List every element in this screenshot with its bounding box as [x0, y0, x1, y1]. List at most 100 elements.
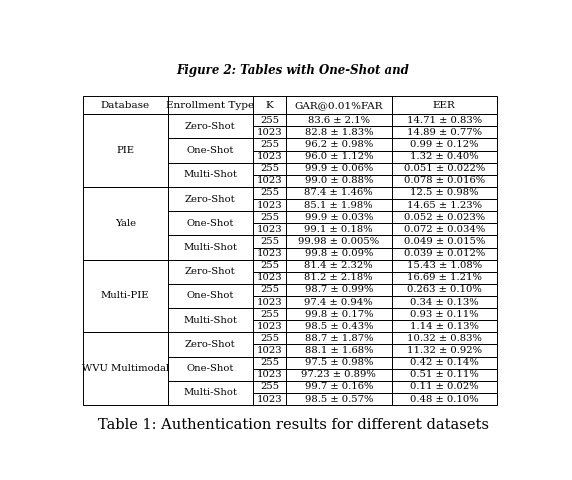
Bar: [253, 151, 286, 163]
Bar: [82, 96, 168, 114]
Bar: [286, 187, 392, 199]
Bar: [392, 357, 497, 369]
Bar: [392, 223, 497, 235]
Text: 10.32 ± 0.83%: 10.32 ± 0.83%: [407, 334, 482, 343]
Bar: [286, 320, 392, 332]
Bar: [253, 187, 286, 199]
Text: 1023: 1023: [257, 201, 282, 210]
Text: 255: 255: [260, 237, 279, 246]
Bar: [286, 308, 392, 320]
Text: 83.6 ± 2.1%: 83.6 ± 2.1%: [308, 116, 370, 125]
Bar: [253, 223, 286, 235]
Bar: [253, 248, 286, 260]
Bar: [392, 320, 497, 332]
Bar: [253, 320, 286, 332]
Text: 0.263 ± 0.10%: 0.263 ± 0.10%: [407, 286, 482, 294]
Text: 87.4 ± 1.46%: 87.4 ± 1.46%: [304, 189, 373, 197]
Bar: [253, 199, 286, 211]
Bar: [253, 175, 286, 187]
Bar: [392, 345, 497, 357]
Bar: [168, 357, 253, 381]
Bar: [392, 199, 497, 211]
Text: 0.078 ± 0.016%: 0.078 ± 0.016%: [404, 176, 485, 185]
Text: Database: Database: [101, 101, 150, 110]
Text: One-Shot: One-Shot: [186, 364, 234, 373]
Text: Multi-Shot: Multi-Shot: [183, 170, 237, 179]
Text: 1023: 1023: [257, 322, 282, 331]
Bar: [168, 96, 253, 114]
Text: 255: 255: [260, 213, 279, 222]
Bar: [82, 114, 168, 187]
Text: 1023: 1023: [257, 225, 282, 234]
Bar: [253, 211, 286, 223]
Text: 96.2 ± 0.98%: 96.2 ± 0.98%: [305, 140, 373, 149]
Bar: [286, 393, 392, 405]
Text: One-Shot: One-Shot: [186, 146, 234, 155]
Text: Multi-Shot: Multi-Shot: [183, 243, 237, 252]
Bar: [253, 332, 286, 345]
Text: 0.51 ± 0.11%: 0.51 ± 0.11%: [410, 370, 479, 379]
Text: PIE: PIE: [116, 146, 134, 155]
Text: 11.32 ± 0.92%: 11.32 ± 0.92%: [407, 346, 482, 355]
Text: 98.5 ± 0.43%: 98.5 ± 0.43%: [304, 322, 373, 331]
Text: 1.14 ± 0.13%: 1.14 ± 0.13%: [410, 322, 479, 331]
Bar: [253, 308, 286, 320]
Bar: [392, 187, 497, 199]
Text: 99.8 ± 0.09%: 99.8 ± 0.09%: [305, 249, 373, 258]
Text: Multi-Shot: Multi-Shot: [183, 388, 237, 397]
Bar: [286, 369, 392, 381]
Text: 99.9 ± 0.06%: 99.9 ± 0.06%: [305, 164, 373, 173]
Text: 88.1 ± 1.68%: 88.1 ± 1.68%: [304, 346, 373, 355]
Text: 99.7 ± 0.16%: 99.7 ± 0.16%: [305, 383, 373, 391]
Text: 15.43 ± 1.08%: 15.43 ± 1.08%: [407, 261, 482, 270]
Text: 0.049 ± 0.015%: 0.049 ± 0.015%: [404, 237, 485, 246]
Text: 1.32 ± 0.40%: 1.32 ± 0.40%: [410, 152, 479, 161]
Bar: [82, 332, 168, 405]
Text: 1023: 1023: [257, 176, 282, 185]
Bar: [392, 260, 497, 272]
Bar: [286, 211, 392, 223]
Bar: [253, 393, 286, 405]
Text: 255: 255: [260, 358, 279, 367]
Bar: [168, 308, 253, 332]
Bar: [392, 369, 497, 381]
Bar: [286, 260, 392, 272]
Text: 255: 255: [260, 261, 279, 270]
Text: K: K: [265, 101, 273, 110]
Text: 0.48 ± 0.10%: 0.48 ± 0.10%: [410, 395, 479, 404]
Bar: [286, 163, 392, 175]
Bar: [286, 199, 392, 211]
Text: 88.7 ± 1.87%: 88.7 ± 1.87%: [304, 334, 373, 343]
Bar: [392, 96, 497, 114]
Bar: [253, 272, 286, 284]
Bar: [168, 114, 253, 138]
Bar: [392, 163, 497, 175]
Bar: [253, 381, 286, 393]
Text: 99.8 ± 0.17%: 99.8 ± 0.17%: [304, 310, 373, 319]
Text: Zero-Shot: Zero-Shot: [185, 340, 236, 349]
Text: Figure 2: Tables with One-Shot and: Figure 2: Tables with One-Shot and: [177, 64, 410, 77]
Bar: [392, 248, 497, 260]
Bar: [392, 296, 497, 308]
Text: Zero-Shot: Zero-Shot: [185, 194, 236, 204]
Bar: [392, 211, 497, 223]
Text: 0.42 ± 0.14%: 0.42 ± 0.14%: [410, 358, 479, 367]
Text: 255: 255: [260, 286, 279, 294]
Bar: [168, 163, 253, 187]
Bar: [286, 332, 392, 345]
Text: WVU Multimodal: WVU Multimodal: [82, 364, 169, 373]
Text: 0.99 ± 0.12%: 0.99 ± 0.12%: [410, 140, 479, 149]
Bar: [392, 393, 497, 405]
Text: 0.039 ± 0.012%: 0.039 ± 0.012%: [404, 249, 485, 258]
Text: 85.1 ± 1.98%: 85.1 ± 1.98%: [304, 201, 373, 210]
Text: Enrollment Type: Enrollment Type: [166, 101, 255, 110]
Bar: [253, 163, 286, 175]
Text: 1023: 1023: [257, 152, 282, 161]
Bar: [253, 138, 286, 151]
Text: 1023: 1023: [257, 128, 282, 137]
Text: 0.34 ± 0.13%: 0.34 ± 0.13%: [410, 298, 479, 307]
Bar: [286, 138, 392, 151]
Text: 12.5 ± 0.98%: 12.5 ± 0.98%: [410, 189, 479, 197]
Bar: [82, 187, 168, 260]
Text: 14.65 ± 1.23%: 14.65 ± 1.23%: [407, 201, 482, 210]
